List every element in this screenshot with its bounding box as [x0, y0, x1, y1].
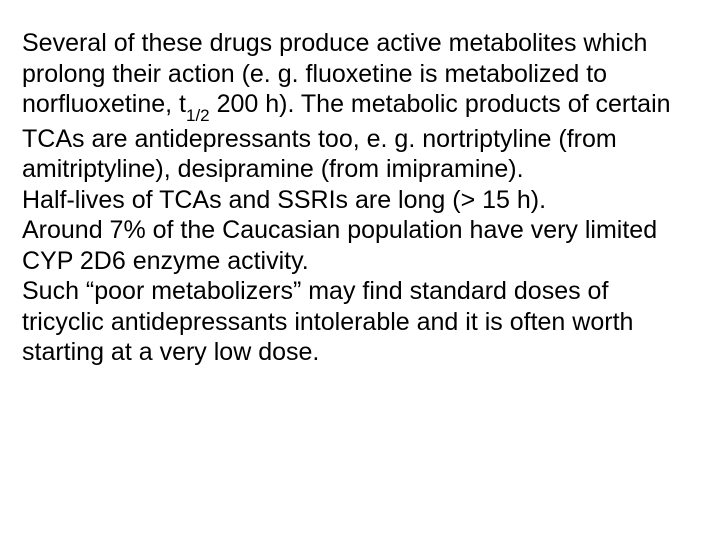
subscript-half-life: 1/2	[186, 106, 210, 125]
text-line-population: Around 7% of the Caucasian population ha…	[22, 216, 657, 275]
slide: Several of these drugs produce active me…	[0, 0, 720, 540]
text-line-halflives: Half-lives of TCAs and SSRIs are long (>…	[22, 186, 546, 214]
body-text: Several of these drugs produce active me…	[22, 28, 696, 368]
text-line-poor-metabolizers: Such “poor metabolizers” may find standa…	[22, 277, 633, 366]
